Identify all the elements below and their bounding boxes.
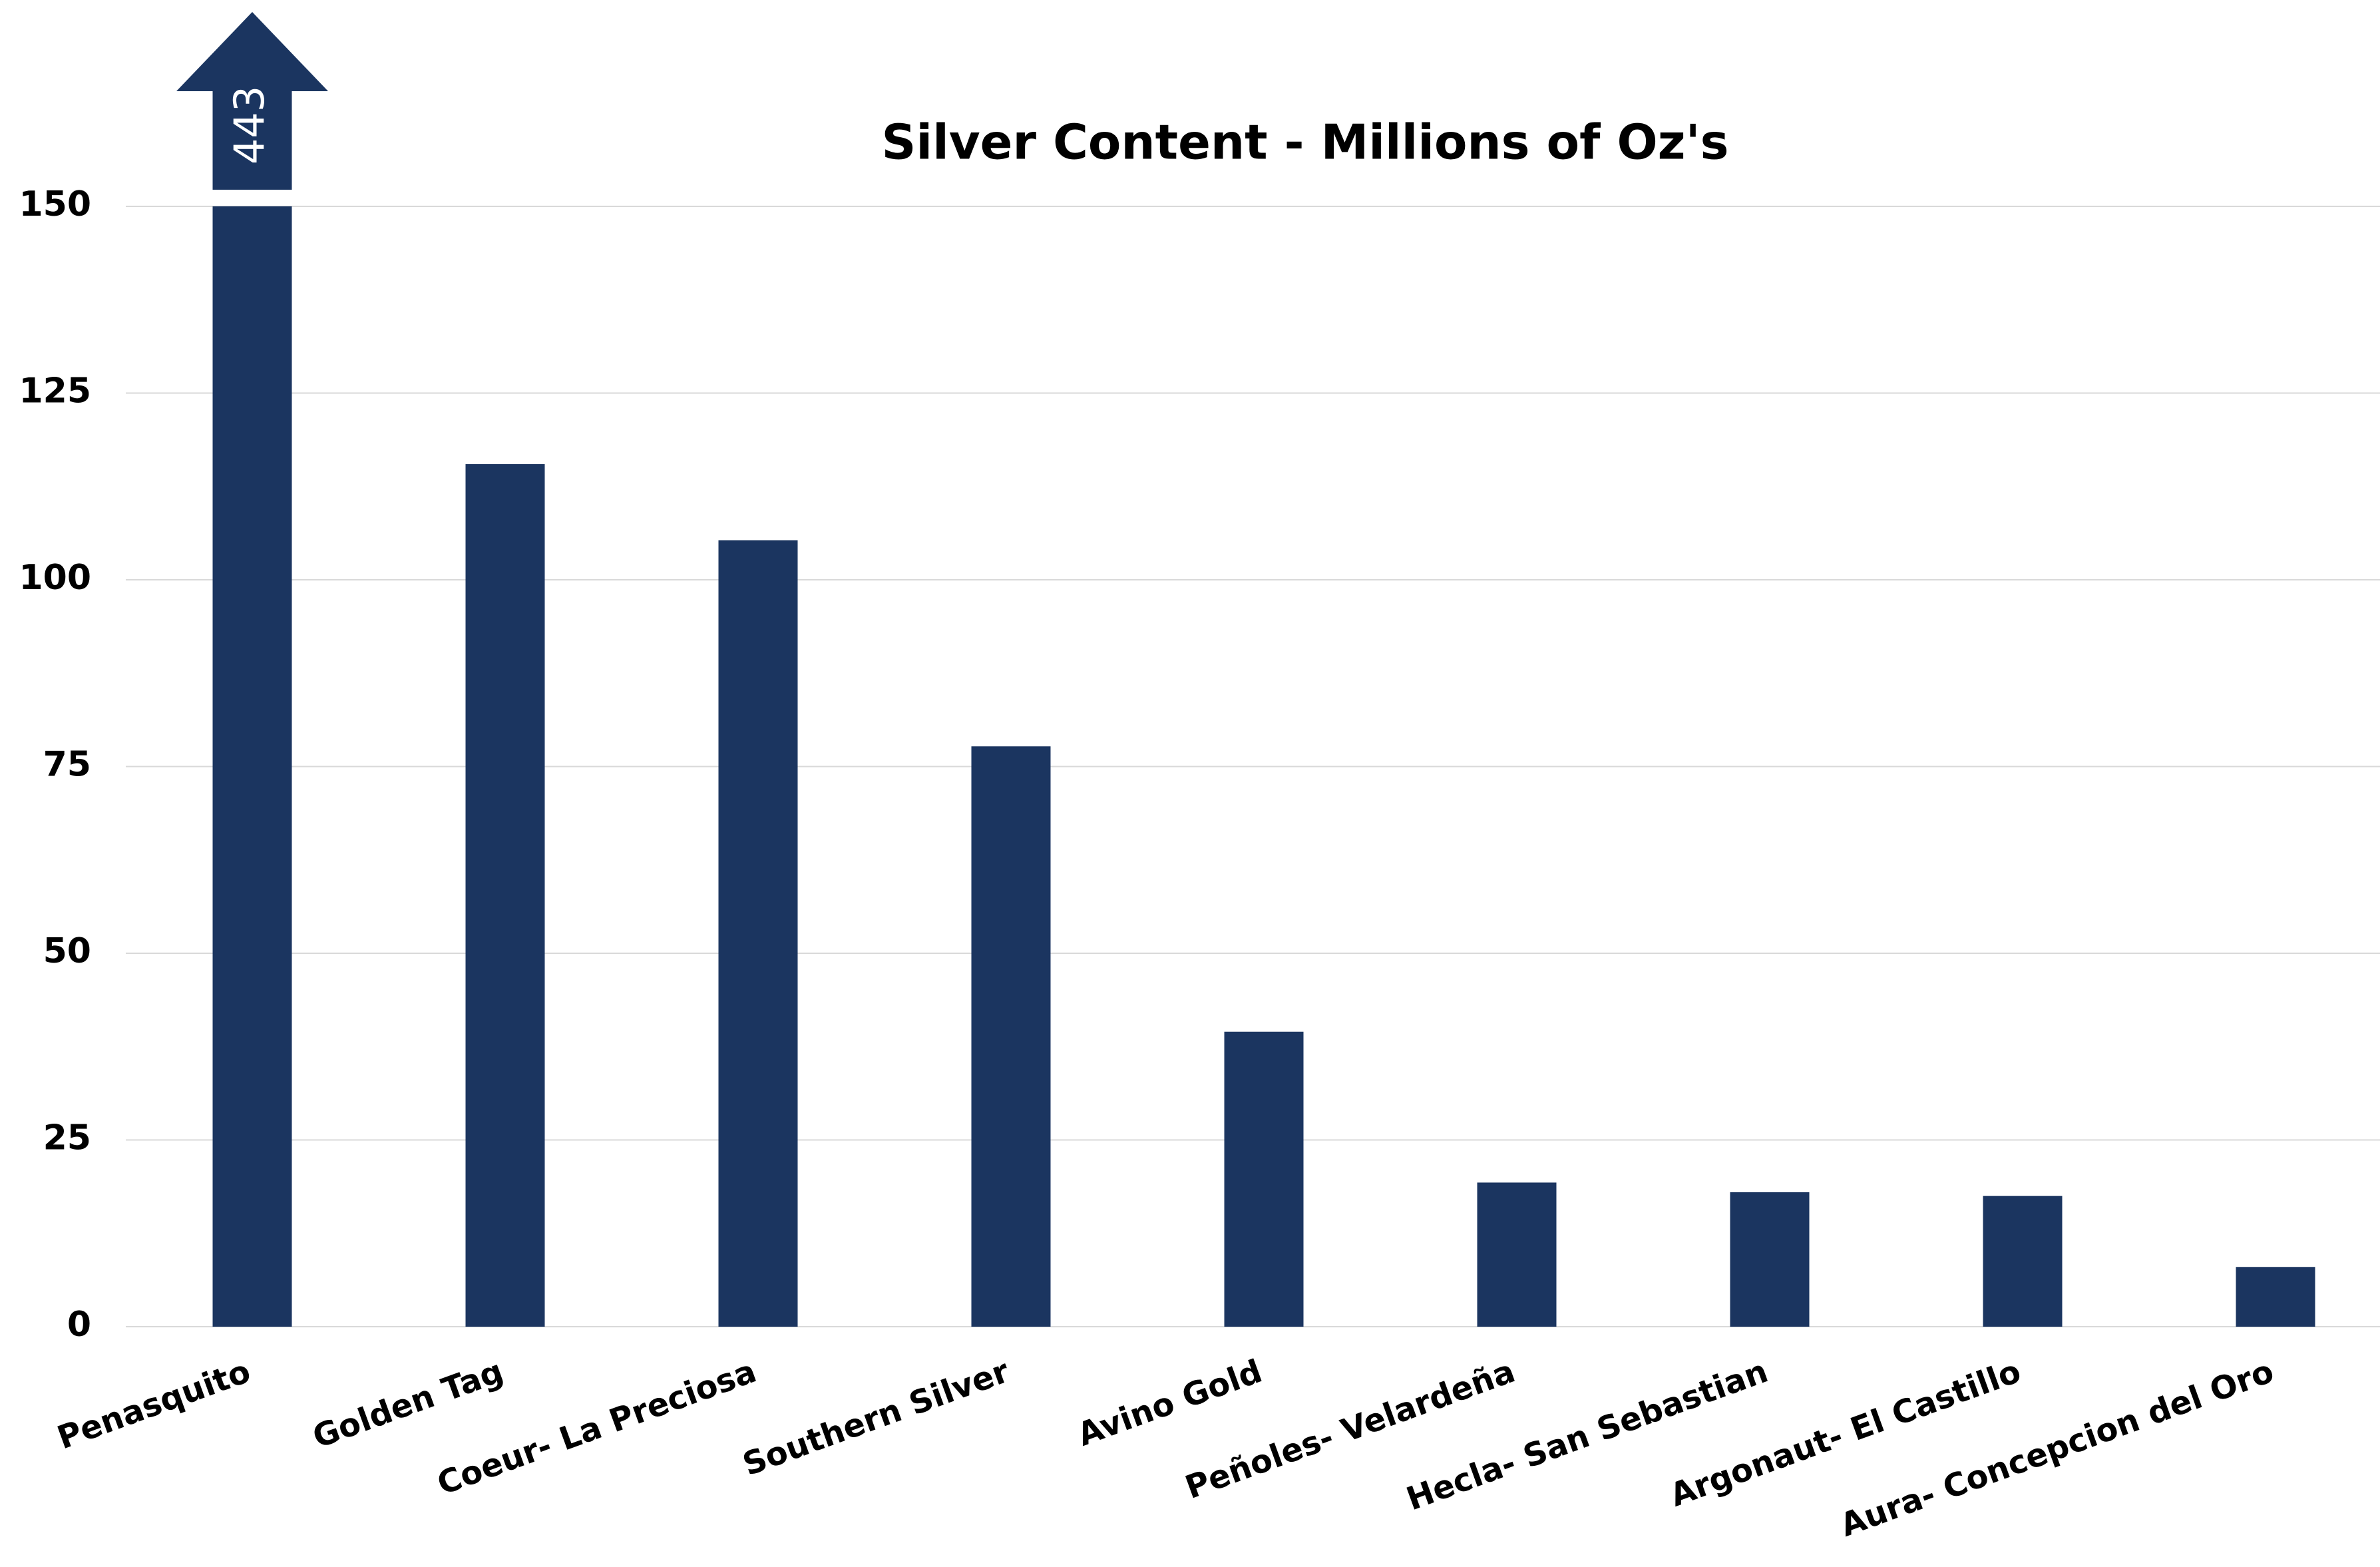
data-label: 443 [225,86,274,164]
bar [1477,1182,1557,1327]
y-tick-label: 0 [67,1305,91,1345]
y-tick-label: 125 [19,371,91,411]
bar [1983,1196,2063,1327]
y-tick-label: 25 [43,1118,91,1158]
bar [212,206,292,1327]
bar [1224,1031,1304,1327]
overflow-arrow [176,12,328,190]
y-tick-label: 75 [43,745,91,785]
bar [1730,1192,1810,1327]
bar [718,540,798,1327]
bar [971,746,1051,1327]
arrow-head [176,12,328,91]
x-tick-label: Avino Gold [1073,1353,1267,1454]
y-tick-label: 50 [43,931,91,971]
chart-title: Silver Content - Millions of Oz's [882,114,1729,170]
arrow-shaft [212,91,292,190]
x-tick-label: Southern Silver [738,1353,1014,1484]
y-tick-label: 100 [19,558,91,598]
y-tick-label: 150 [19,184,91,224]
x-tick-label: Aura- Concepcion del Oro [1836,1353,2279,1544]
bar [465,464,545,1327]
bar [2236,1267,2315,1327]
x-tick-label: Penasquito [53,1353,256,1457]
x-tick-label: Golden Tag [308,1353,508,1456]
